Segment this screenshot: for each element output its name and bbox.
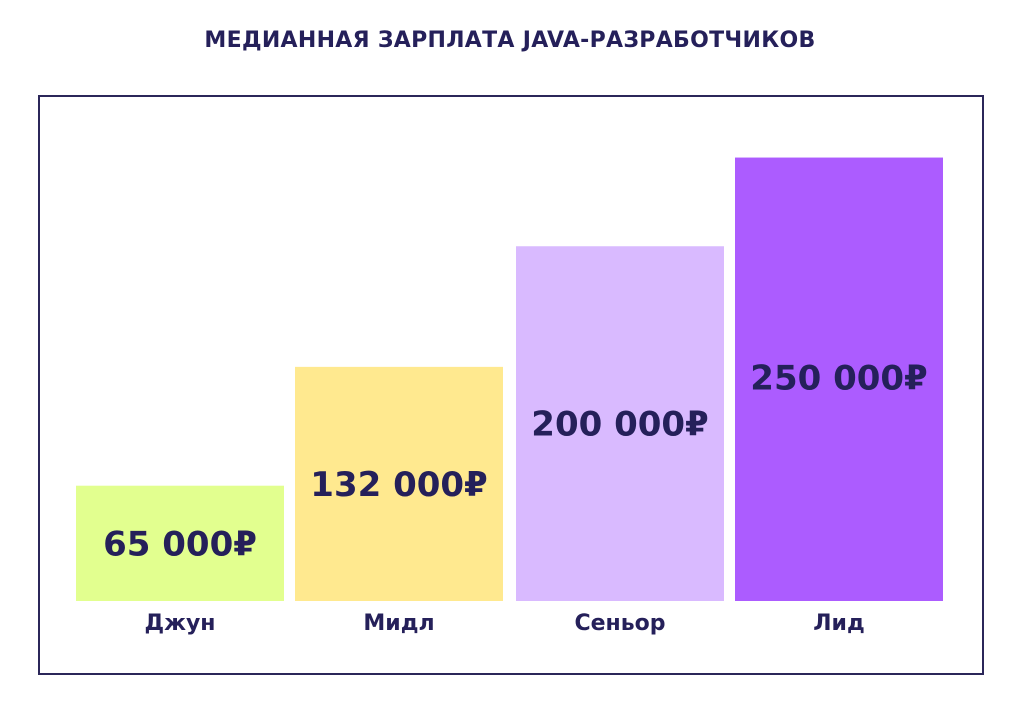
bar-value-label: 200 000₽ (531, 405, 708, 445)
bar-2 (295, 366, 503, 601)
bar-4 (735, 157, 943, 601)
category-label: Джун (144, 611, 215, 636)
chart-title: МЕДИАННАЯ ЗАРПЛАТА JAVA-РАЗРАБОТЧИКОВ (204, 28, 816, 53)
category-label: Мидл (363, 611, 434, 636)
bar-1 (76, 485, 284, 601)
category-label: Сеньор (574, 611, 665, 636)
bar-value-label: 132 000₽ (310, 465, 487, 505)
category-label: Лид (813, 611, 864, 636)
bar-value-label: 250 000₽ (750, 359, 927, 399)
bar-value-label: 65 000₽ (103, 524, 257, 564)
bar-3 (516, 246, 724, 601)
chart-frame (38, 95, 984, 675)
